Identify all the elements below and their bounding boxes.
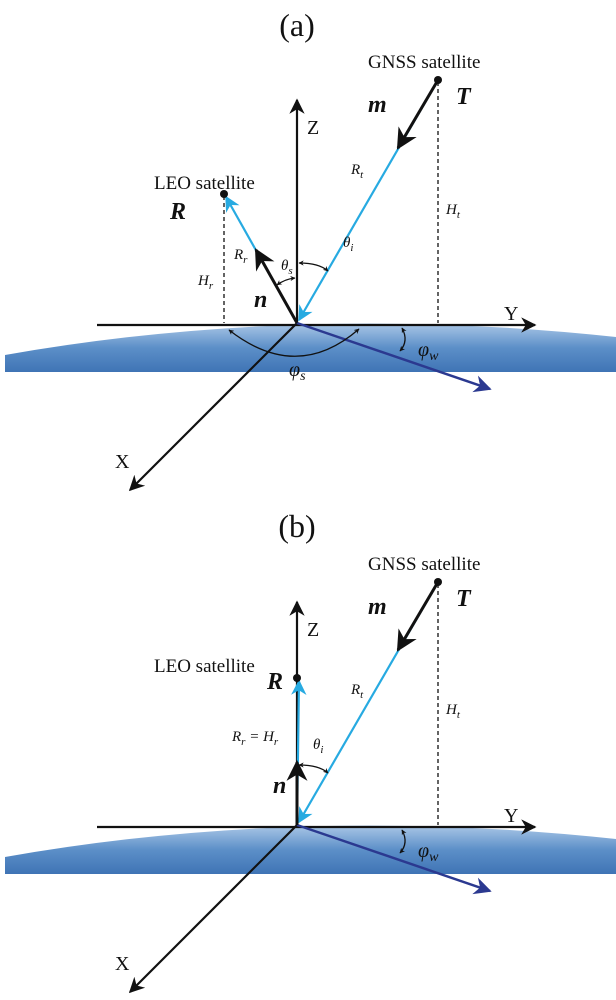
theta-i-arc (299, 765, 328, 773)
label-label: (a) (279, 7, 315, 43)
label-base: φ (289, 359, 300, 381)
gnss-point (434, 578, 442, 586)
label-base: = H (245, 729, 275, 745)
label-sub: t (360, 689, 364, 701)
label-rt: Rt (350, 682, 364, 701)
label-theta-s: θs (281, 258, 293, 277)
label-z: Z (307, 117, 319, 139)
label-base: φ (418, 840, 429, 862)
label-theta-i: θi (343, 235, 353, 254)
label-base: φ (418, 339, 429, 361)
label-x: X (115, 451, 130, 473)
direction-m (398, 582, 438, 650)
label-hr: Hr (197, 273, 214, 292)
label-leo-label: LEO satellite (154, 173, 255, 194)
label-rr: Rr (233, 247, 248, 266)
leo-point (293, 674, 301, 682)
label-sub: r (209, 280, 214, 292)
label-y: Y (504, 805, 518, 827)
sea-surface (5, 324, 616, 372)
label-r: R (169, 199, 186, 225)
label-sub: i (350, 242, 353, 254)
label-sub: t (457, 709, 461, 721)
direction-m (398, 80, 438, 148)
label-z: Z (307, 619, 319, 641)
label-sub: r (243, 254, 248, 266)
diagram: (a)GNSS satellitemTZLEO satelliteRRtθiθs… (0, 0, 616, 1000)
label-ht: Ht (445, 202, 461, 221)
label-base: R (233, 247, 243, 263)
sea-surface (5, 826, 616, 874)
label-base: R (231, 729, 241, 745)
label-sub: t (457, 209, 461, 221)
label-m: m (368, 92, 387, 118)
label-leo-label: LEO satellite (154, 656, 255, 677)
label-gnss-label: GNSS satellite (368, 52, 480, 73)
label-label: (b) (278, 508, 315, 544)
theta-i-arc (299, 263, 328, 271)
label-sub: r (274, 736, 279, 748)
label-sub: w (429, 349, 439, 364)
label-sub: w (429, 850, 439, 865)
label-n: n (254, 287, 267, 313)
label-r: R (266, 669, 283, 695)
label-rt: Rt (350, 162, 364, 181)
label-sub: t (360, 169, 364, 181)
theta-s-arc (277, 278, 295, 285)
label-gnss-label: GNSS satellite (368, 554, 480, 575)
label-n: n (273, 773, 286, 799)
label-base: R (350, 162, 360, 178)
label-sub: i (320, 744, 323, 756)
label-x: X (115, 953, 130, 975)
label-y: Y (504, 303, 518, 325)
label-rr-eq: Rr = Hr (231, 729, 279, 748)
label-t: T (456, 586, 472, 612)
label-theta-i: θi (313, 737, 323, 756)
label-sub: s (300, 369, 306, 384)
label-m: m (368, 594, 387, 620)
label-t: T (456, 84, 472, 110)
gnss-point (434, 76, 442, 84)
label-sub: s (288, 265, 292, 277)
label-ht: Ht (445, 702, 461, 721)
label-base: R (350, 682, 360, 698)
